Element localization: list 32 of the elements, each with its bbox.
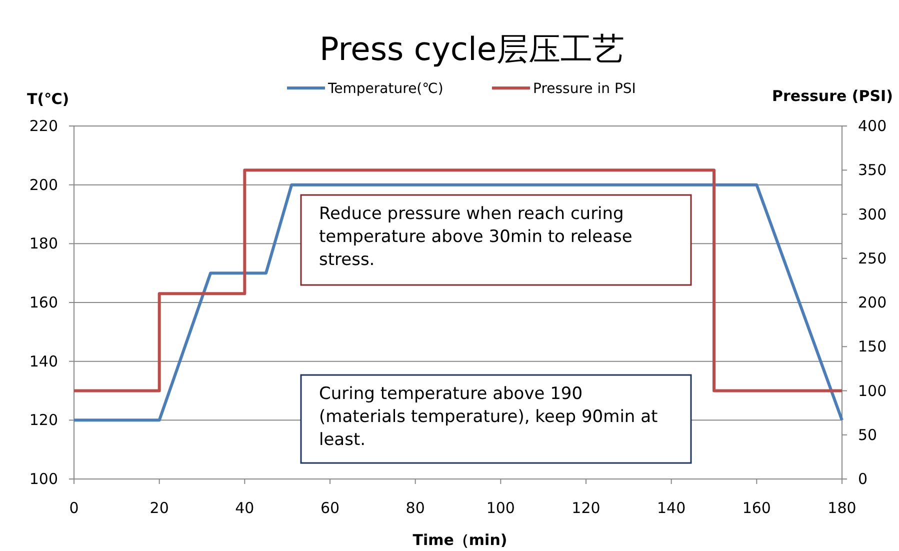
y-tick-label: 180 — [29, 234, 58, 253]
x-tick-label: 80 — [406, 499, 425, 517]
y2-tick-label: 150 — [858, 338, 887, 356]
y-tick-label: 200 — [29, 176, 58, 194]
legend-label: Temperature(℃) — [327, 81, 444, 97]
y2-tick-label: 250 — [858, 249, 887, 268]
y2-tick-label: 400 — [858, 117, 887, 135]
y-tick-label: 220 — [29, 117, 58, 135]
x-tick-label: 100 — [486, 499, 515, 517]
x-tick-label: 20 — [150, 499, 169, 517]
x-tick-label: 40 — [235, 499, 254, 517]
chart-title: Press cycle层压工艺 — [319, 30, 625, 68]
x-tick-label: 60 — [320, 499, 340, 517]
y-axis-title: T(℃) — [27, 90, 70, 108]
x-tick-label: 0 — [69, 499, 79, 517]
x-tick-label: 120 — [572, 499, 600, 517]
y2-tick-label: 100 — [858, 382, 887, 400]
y2-tick-label: 50 — [858, 426, 878, 444]
x-axis-title: Time（min) — [412, 531, 508, 549]
x-tick-label: 140 — [657, 499, 686, 517]
y-tick-label: 140 — [29, 352, 58, 370]
y-tick-label: 100 — [29, 470, 58, 488]
x-tick-label: 160 — [742, 499, 771, 517]
legend-label: Pressure in PSI — [533, 81, 636, 97]
y-tick-label: 160 — [29, 294, 58, 312]
y2-tick-label: 300 — [858, 205, 887, 224]
y2-tick-label: 350 — [858, 161, 887, 180]
x-tick-label: 180 — [828, 499, 856, 517]
y2-tick-label: 200 — [858, 294, 887, 312]
y-tick-label: 120 — [29, 411, 58, 430]
y2-axis-title: Pressure (PSI) — [772, 87, 893, 105]
y2-tick-label: 0 — [858, 470, 868, 488]
